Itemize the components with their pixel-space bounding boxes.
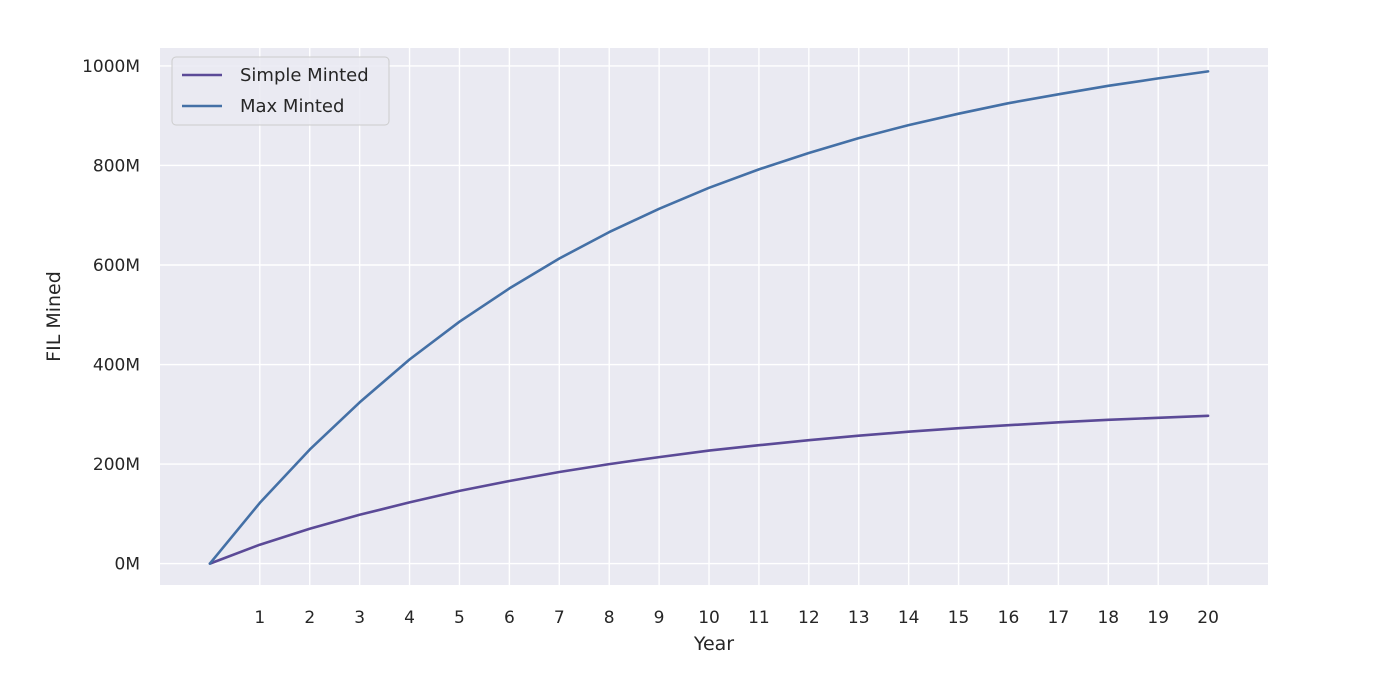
x-tick-label: 20 — [1197, 608, 1219, 628]
x-tick-label: 14 — [898, 608, 920, 628]
x-tick-label: 4 — [404, 608, 415, 628]
y-tick-label: 200M — [93, 455, 140, 475]
legend: Simple Minted Max Minted — [171, 56, 390, 126]
y-tick-label: 800M — [93, 156, 140, 176]
x-tick-label: 10 — [698, 608, 720, 628]
grid — [160, 48, 1268, 585]
x-tick-label: 1 — [254, 608, 265, 628]
y-tick-label: 1000M — [82, 57, 140, 77]
x-tick-label: 8 — [604, 608, 615, 628]
x-tick-label: 2 — [304, 608, 315, 628]
x-tick-label: 7 — [554, 608, 565, 628]
series-line-max-minted — [208, 70, 1210, 565]
x-tick-label: 17 — [1048, 608, 1070, 628]
y-tick-label: 600M — [93, 256, 140, 276]
plot-area — [160, 48, 1268, 585]
x-tick-label: 5 — [454, 608, 465, 628]
x-tick-label: 15 — [948, 608, 970, 628]
x-tick-label: 19 — [1147, 608, 1169, 628]
x-axis: 1 2 3 4 5 6 7 8 9 10 11 12 13 14 15 16 17 18 19 20 — [254, 608, 1219, 628]
x-axis-label: Year — [693, 633, 734, 655]
series-line-simple-minted — [208, 414, 1210, 565]
legend-label: Max Minted — [240, 96, 344, 117]
x-tick-label: 16 — [998, 608, 1020, 628]
y-tick-label: 400M — [93, 356, 140, 376]
x-tick-label: 9 — [654, 608, 665, 628]
x-tick-label: 11 — [748, 608, 770, 628]
y-axis: 0M 200M 400M 600M 800M 1000M — [82, 57, 140, 575]
x-tick-label: 12 — [798, 608, 820, 628]
x-tick-label: 18 — [1097, 608, 1119, 628]
y-axis-label: FIL Mined — [43, 271, 65, 362]
x-tick-label: 6 — [504, 608, 515, 628]
legend-label: Simple Minted — [240, 65, 369, 86]
legend-box — [171, 56, 390, 126]
x-tick-label: 3 — [354, 608, 365, 628]
series-lines — [208, 70, 1210, 565]
x-tick-label: 13 — [848, 608, 870, 628]
y-tick-label: 0M — [115, 555, 140, 575]
